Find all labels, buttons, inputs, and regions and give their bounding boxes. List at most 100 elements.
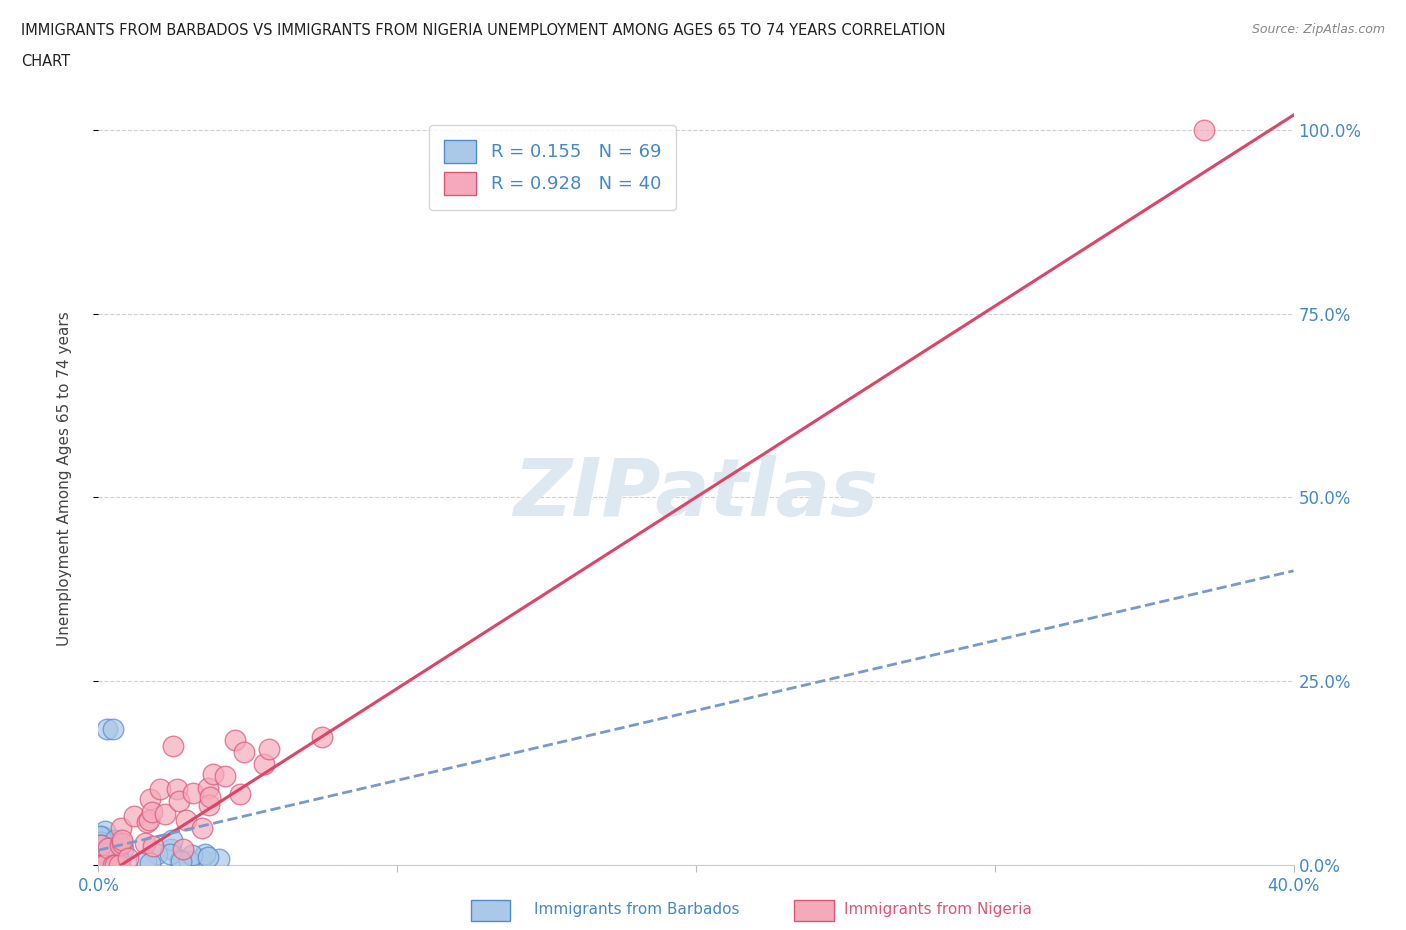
Point — [170, 854, 193, 869]
Point — [160, 832, 183, 847]
Point — [107, 837, 129, 852]
Point — [194, 846, 217, 861]
Point — [90, 857, 112, 872]
Point — [233, 745, 256, 760]
Point — [167, 794, 190, 809]
Point — [111, 835, 134, 850]
Point — [142, 839, 165, 854]
Point — [91, 830, 114, 844]
Point — [90, 852, 112, 867]
Point — [91, 857, 114, 872]
Point — [89, 844, 111, 858]
Point — [97, 841, 120, 856]
Point — [97, 847, 120, 862]
Point — [108, 857, 131, 872]
Point — [94, 839, 117, 854]
Point — [96, 854, 118, 869]
Point — [122, 808, 145, 823]
Point — [141, 804, 163, 819]
Point — [136, 814, 159, 829]
Point — [162, 738, 184, 753]
Point — [90, 838, 112, 853]
Point — [1192, 123, 1215, 138]
Point — [104, 833, 127, 848]
Point — [100, 855, 122, 870]
Point — [91, 848, 114, 863]
Text: CHART: CHART — [21, 54, 70, 69]
Point — [153, 807, 176, 822]
Point — [110, 838, 132, 853]
Point — [191, 821, 214, 836]
Point — [97, 848, 120, 863]
Point — [98, 845, 121, 860]
Text: Immigrants from Barbados: Immigrants from Barbados — [534, 902, 740, 917]
Point — [100, 846, 122, 861]
Point — [111, 832, 134, 847]
Point — [98, 850, 121, 865]
Point — [138, 813, 160, 828]
Point — [166, 781, 188, 796]
Point — [169, 853, 191, 868]
Point — [96, 844, 118, 859]
Point — [90, 847, 112, 862]
Point — [91, 853, 114, 868]
Point — [135, 852, 157, 867]
Point — [107, 846, 129, 861]
Point — [311, 729, 333, 744]
Point — [96, 722, 118, 737]
Point — [117, 851, 139, 866]
Text: Immigrants from Nigeria: Immigrants from Nigeria — [844, 902, 1032, 917]
Point — [149, 782, 172, 797]
Point — [93, 851, 115, 866]
Legend: R = 0.155   N = 69, R = 0.928   N = 40: R = 0.155 N = 69, R = 0.928 N = 40 — [429, 126, 676, 209]
Point — [134, 835, 156, 850]
Point — [96, 852, 118, 867]
Point — [190, 851, 212, 866]
Point — [89, 829, 111, 844]
Point — [97, 844, 120, 858]
Text: IMMIGRANTS FROM BARBADOS VS IMMIGRANTS FROM NIGERIA UNEMPLOYMENT AMONG AGES 65 T: IMMIGRANTS FROM BARBADOS VS IMMIGRANTS F… — [21, 23, 946, 38]
Point — [159, 847, 181, 862]
Point — [197, 797, 219, 812]
Point — [98, 857, 121, 871]
Text: Source: ZipAtlas.com: Source: ZipAtlas.com — [1251, 23, 1385, 36]
Point — [89, 837, 111, 852]
Point — [214, 769, 236, 784]
Point — [146, 846, 169, 861]
Point — [89, 843, 111, 857]
Point — [89, 850, 111, 865]
Point — [103, 857, 125, 872]
Point — [89, 853, 111, 868]
Point — [197, 849, 219, 864]
Point — [91, 856, 114, 870]
Point — [91, 852, 114, 867]
Point — [198, 790, 221, 804]
Point — [87, 846, 110, 861]
Point — [105, 844, 128, 858]
Point — [159, 842, 181, 857]
Point — [89, 853, 111, 868]
Point — [97, 857, 120, 871]
Point — [93, 857, 115, 872]
Point — [110, 820, 132, 835]
Point — [172, 842, 194, 857]
Point — [224, 732, 246, 747]
Point — [91, 852, 114, 867]
Point — [257, 742, 280, 757]
Point — [93, 850, 115, 865]
Point — [197, 780, 219, 795]
Point — [94, 848, 117, 863]
Y-axis label: Unemployment Among Ages 65 to 74 years: Unemployment Among Ages 65 to 74 years — [58, 312, 72, 646]
Point — [181, 847, 204, 862]
Point — [91, 847, 114, 862]
Point — [177, 854, 200, 869]
Point — [181, 786, 204, 801]
Point — [93, 823, 115, 838]
Point — [104, 849, 127, 864]
Point — [91, 846, 114, 861]
Point — [139, 856, 162, 870]
Point — [90, 835, 112, 850]
Point — [96, 847, 118, 862]
Point — [139, 791, 162, 806]
Point — [111, 842, 134, 857]
